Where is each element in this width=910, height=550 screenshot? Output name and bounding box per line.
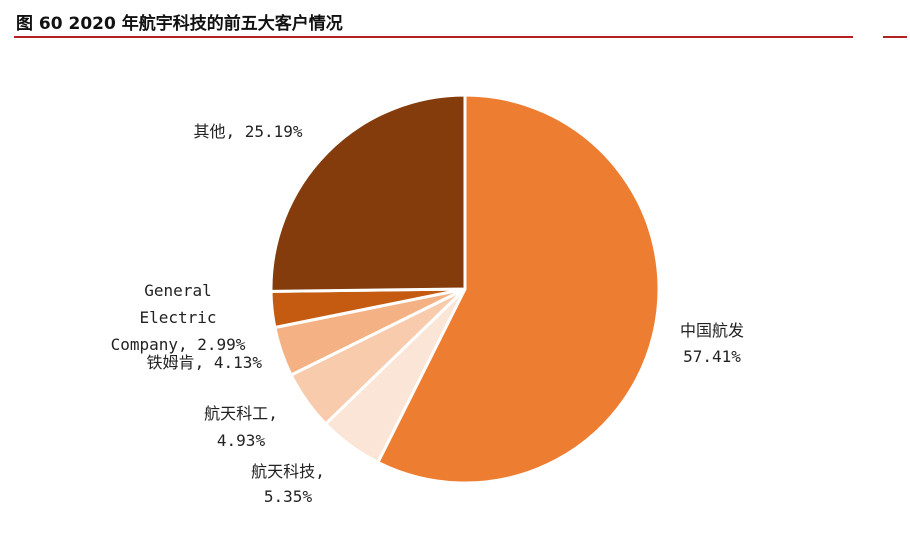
- slice-label-zhongguo-hangfa: 中国航发: [680, 321, 744, 340]
- slice-value-hangtian-kegong: 4.93%: [217, 431, 266, 450]
- title-bar: 图 60 2020 年航宇科技的前五大客户情况: [0, 0, 910, 40]
- pie-labels: 中国航发 57.41% 航天科技, 5.35% 航天科工, 4.93% 铁姆肯,…: [111, 122, 744, 506]
- pie-slice-0: [376, 93, 661, 485]
- figure-title: 图 60 2020 年航宇科技的前五大客户情况: [16, 14, 343, 34]
- slice-label-other: 其他, 25.19%: [193, 122, 302, 141]
- pie-slices: [269, 93, 661, 485]
- slice-label-hangtian-kegong: 航天科工,: [204, 404, 278, 423]
- slice-label-hangtian-keji: 航天科技,: [251, 462, 325, 481]
- slice-label-timken: 铁姆肯, 4.13%: [147, 353, 263, 372]
- slice-label-ge: General: [144, 281, 211, 300]
- slice-value-zhongguo-hangfa: 57.41%: [683, 347, 741, 366]
- slice-label-ge-line3: Company, 2.99%: [111, 335, 246, 354]
- pie-slice-5: [269, 93, 467, 293]
- slice-value-hangtian-keji: 5.35%: [264, 487, 313, 506]
- title-underline: [14, 36, 853, 38]
- slice-label-ge-line2: Electric: [139, 308, 216, 327]
- title-underline-end: [883, 36, 907, 38]
